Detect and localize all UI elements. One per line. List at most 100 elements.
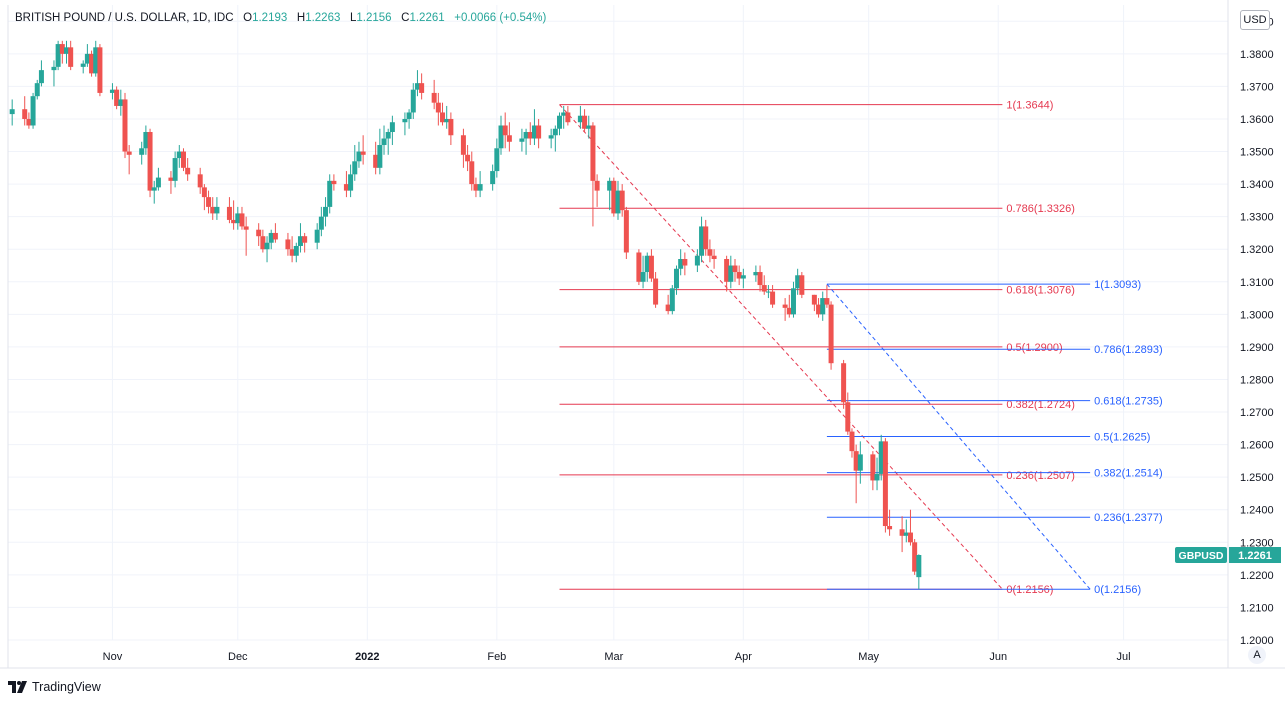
fib-level-label: 0(1.2156) [1006, 584, 1053, 596]
candle [828, 301, 834, 370]
candle-body [811, 294, 817, 305]
candle-body [9, 109, 15, 115]
candle-body [414, 83, 420, 90]
candle-body [377, 145, 383, 168]
symbol-tag-bg [1175, 547, 1227, 564]
candle [565, 105, 571, 126]
candle-body [531, 125, 537, 139]
candle-body [669, 288, 675, 312]
candle [523, 128, 529, 155]
candle-body [264, 242, 270, 250]
candle-body [243, 226, 249, 230]
candle-body [552, 128, 558, 136]
tradingview-icon [8, 681, 27, 693]
candle [724, 255, 730, 292]
candle [653, 272, 659, 308]
symbol-tag-text: GBPUSD [1179, 550, 1224, 562]
candle-body [473, 184, 479, 191]
candle-body [139, 148, 145, 155]
candle [711, 249, 717, 269]
open-value: 1.2193 [252, 12, 288, 24]
candle-body [761, 285, 767, 292]
candle-body [790, 288, 796, 315]
auto-scale-button[interactable]: A [1248, 646, 1266, 664]
candle-body [498, 125, 504, 149]
fib-retracement-drawings[interactable]: 1(1.3644) 0.786(1.3326) 0.618(1.3076) 0.5(1… [559, 100, 1163, 597]
candle-body [703, 226, 709, 250]
candle [640, 255, 646, 289]
candle-body [201, 187, 207, 198]
tradingview-logo[interactable]: TradingView [8, 680, 101, 694]
high-value: 1.2263 [305, 12, 341, 24]
candle [235, 206, 241, 230]
candle [55, 40, 61, 71]
candle [343, 171, 349, 198]
open-label: O [243, 12, 253, 24]
fib-level-label: 0.382(1.2514) [1094, 468, 1163, 480]
candle [849, 428, 855, 458]
candle-body [155, 177, 161, 188]
candle [206, 190, 212, 214]
candle-body [285, 239, 291, 250]
last-price-tag: GBPUSD 1.2261 [1175, 547, 1281, 564]
candle-body [419, 83, 425, 93]
candle-body [51, 66, 57, 71]
candle-body [665, 304, 671, 312]
candle [143, 125, 149, 155]
candle-body [109, 89, 115, 93]
y-tick-label: 1.2900 [1240, 342, 1274, 354]
candle-body [389, 122, 395, 132]
candle-body [640, 272, 646, 282]
candles [9, 40, 922, 590]
x-tick-label: Mar [604, 651, 623, 663]
fib-retracement-blue[interactable]: 1(1.3093) 0.786(1.2893) 0.618(1.2735) 0.5(1… [826, 279, 1163, 596]
candle [502, 112, 508, 149]
candle-body [782, 304, 788, 308]
candle [728, 255, 734, 289]
candle-body [586, 125, 592, 129]
x-tick-label: Jun [989, 651, 1007, 663]
candle-body [89, 53, 95, 74]
candle-body [557, 115, 563, 129]
candle [331, 174, 337, 191]
candle-body [68, 47, 74, 67]
candle [84, 44, 90, 67]
candle-body [440, 112, 446, 123]
candle [139, 141, 145, 165]
y-tick-label: 1.3200 [1240, 244, 1274, 256]
candle-body [410, 89, 416, 113]
candle-body [381, 138, 387, 146]
candle-body [406, 112, 412, 119]
fib-retracement-red[interactable]: 1(1.3644) 0.786(1.3326) 0.618(1.3076) 0.5(1… [559, 100, 1075, 597]
candle [795, 268, 801, 295]
x-tick-label: Apr [735, 651, 752, 663]
candle-body [402, 118, 408, 123]
candle-body [611, 180, 617, 214]
y-tick-label: 1.2600 [1240, 440, 1274, 452]
candle [619, 184, 625, 217]
candle [373, 141, 379, 175]
candle [314, 223, 320, 250]
y-tick-label: 1.2500 [1240, 472, 1274, 484]
candle-body [636, 252, 642, 282]
candle-body [260, 236, 266, 250]
candle-body [724, 259, 730, 282]
candle [356, 141, 362, 168]
x-tick-label: 2022 [355, 651, 379, 663]
currency-button[interactable]: USD [1240, 10, 1270, 30]
candle-body [210, 206, 216, 214]
candle [197, 167, 203, 194]
candle-body [648, 255, 654, 279]
candle [582, 109, 588, 132]
close-value: 1.2261 [409, 12, 445, 24]
candle-body [786, 307, 792, 315]
candle [845, 392, 851, 435]
candle [210, 197, 216, 220]
candle-body [694, 255, 700, 266]
candle-body [172, 158, 178, 181]
candle [494, 138, 500, 178]
candle [912, 539, 918, 575]
candle [561, 105, 567, 129]
